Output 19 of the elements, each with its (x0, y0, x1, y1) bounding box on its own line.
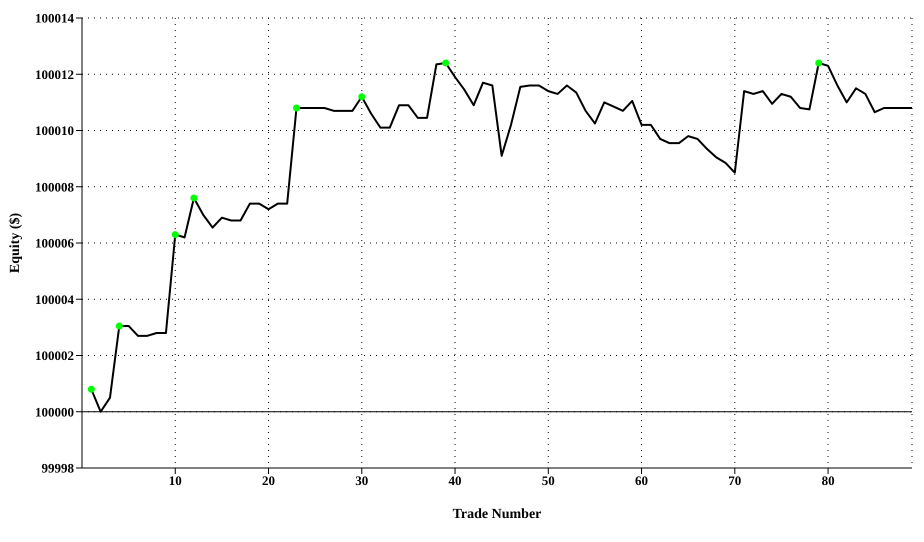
x-tick-label: 50 (542, 473, 555, 488)
x-tick-label: 20 (262, 473, 276, 488)
x-tick-label: 60 (635, 473, 648, 488)
y-tick-label: 99998 (42, 460, 74, 476)
y-tick-label: 100002 (35, 348, 74, 364)
y-tick-label: 100010 (35, 123, 74, 138)
y-tick-label: 100014 (35, 10, 74, 26)
y-tick-label: 100008 (35, 179, 74, 194)
x-tick-label: 30 (355, 473, 368, 488)
y-tick-label: 100000 (35, 404, 74, 420)
y-tick-label: 100006 (35, 236, 74, 251)
x-tick-label: 10 (168, 473, 182, 488)
x-tick-label: 80 (822, 473, 835, 488)
x-tick-label: 40 (448, 473, 462, 488)
y-tick-label: 100012 (35, 66, 74, 82)
x-axis-title: Trade Number (452, 507, 542, 522)
y-axis-title: Equity ($) (8, 212, 23, 274)
y-tick-label: 100004 (35, 292, 74, 307)
x-tick-label: 70 (728, 473, 742, 488)
